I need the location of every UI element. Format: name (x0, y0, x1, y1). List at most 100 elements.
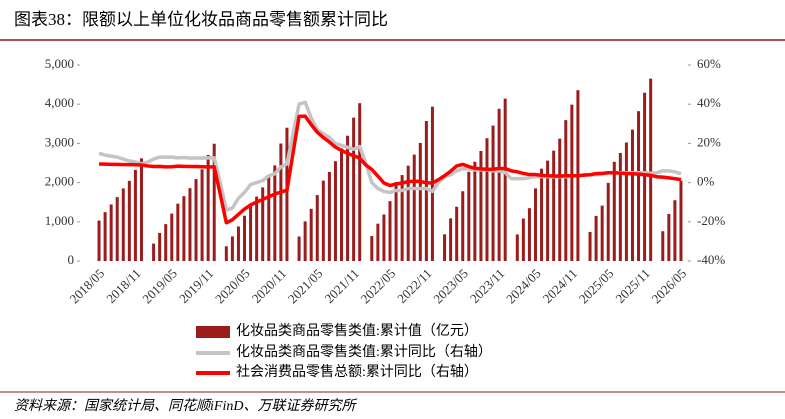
bar (643, 92, 647, 261)
bar (515, 234, 519, 261)
bar (200, 169, 204, 261)
bar (230, 236, 234, 261)
bar (400, 175, 404, 261)
bar (503, 98, 507, 261)
bar (352, 117, 356, 261)
bar (527, 208, 531, 261)
x-tick-label: 2020/11 (249, 266, 289, 306)
bar (388, 201, 392, 261)
bar (285, 127, 289, 261)
bar (152, 243, 156, 261)
bar (303, 221, 307, 261)
bar (243, 215, 247, 261)
bar (188, 188, 192, 261)
bar (133, 169, 137, 261)
x-tick-label: 2022/11 (394, 266, 434, 306)
bar (467, 171, 471, 261)
bar (273, 165, 277, 261)
bar (382, 214, 386, 261)
bar (115, 197, 119, 261)
bar (600, 205, 604, 261)
chart-title: 图表38：限额以上单位化妆品商品零售额累计同比 (14, 10, 388, 29)
bar (394, 182, 398, 261)
bar (558, 138, 562, 261)
y-tick-label: 3,000 (45, 134, 74, 149)
y2-tick-label: 0% (697, 174, 715, 189)
bar (570, 104, 574, 262)
source: 资料来源：国家统计局、同花顺iFinD、万联证券研究所 (14, 398, 357, 414)
bar (412, 154, 416, 261)
bar (485, 138, 489, 261)
bar (370, 236, 374, 261)
bar (194, 179, 198, 261)
line (98, 100, 682, 212)
x-tick-label: 2019/05 (139, 266, 180, 307)
x-tick-label: 2018/11 (103, 266, 143, 306)
y2-tick-label: -40% (697, 252, 725, 267)
bar (618, 152, 622, 261)
y2-tick-label: 60% (697, 56, 721, 71)
bar (261, 187, 265, 261)
bar (346, 135, 350, 261)
x-tick-label: 2023/11 (467, 266, 507, 306)
bar (376, 223, 380, 261)
x-tick-label: 2021/11 (321, 266, 361, 306)
bar (267, 176, 271, 261)
bar (158, 232, 162, 261)
legend-label: 社会消费品零售总额:累计同比（右轴） (236, 364, 478, 380)
x-tick-label: 2019/11 (176, 266, 216, 306)
bar (552, 150, 556, 261)
bar (424, 120, 428, 261)
x-tick-label: 2025/05 (576, 266, 617, 307)
x-tick-label: 2020/05 (212, 266, 253, 307)
bar (606, 182, 610, 261)
bar (255, 196, 259, 261)
bar (479, 151, 483, 261)
bar (661, 231, 665, 261)
bar (637, 111, 641, 261)
x-tick-label: 2024/11 (540, 266, 580, 306)
bar (679, 180, 683, 261)
bar (212, 143, 216, 261)
bar (309, 208, 313, 261)
bar (612, 161, 616, 261)
bar (546, 160, 550, 261)
bar (139, 158, 143, 261)
bar (249, 204, 253, 261)
bar (333, 161, 337, 261)
bar (630, 129, 634, 261)
y2-tick-label: 20% (697, 134, 721, 149)
bar (461, 191, 465, 261)
y-tick-label: 4,000 (45, 95, 74, 110)
bar (121, 188, 125, 261)
bar (103, 212, 107, 261)
bar (327, 171, 331, 261)
bar (624, 142, 628, 261)
bar (206, 154, 210, 261)
bar (455, 206, 459, 261)
y2-tick-label: 40% (697, 95, 721, 110)
bar (540, 168, 544, 261)
bar (236, 226, 240, 261)
bar (182, 196, 186, 261)
bar (673, 200, 677, 261)
bar (588, 231, 592, 261)
bar (315, 195, 319, 261)
bar (224, 246, 228, 261)
bar (406, 165, 410, 261)
bar (564, 120, 568, 261)
x-tick-label: 2025/11 (612, 266, 652, 306)
bar (521, 218, 525, 261)
legend-swatch (196, 326, 230, 338)
bar (443, 234, 447, 261)
bar (127, 180, 131, 261)
bar (497, 108, 501, 262)
y-tick-label: 5,000 (45, 56, 74, 71)
x-tick-label: 2026/05 (648, 266, 689, 307)
legend-label: 化妆品类商品零售类值:累计值（亿元） (236, 323, 478, 339)
bar (473, 161, 477, 261)
bar (418, 142, 422, 261)
bar (594, 215, 598, 261)
bar (340, 148, 344, 261)
